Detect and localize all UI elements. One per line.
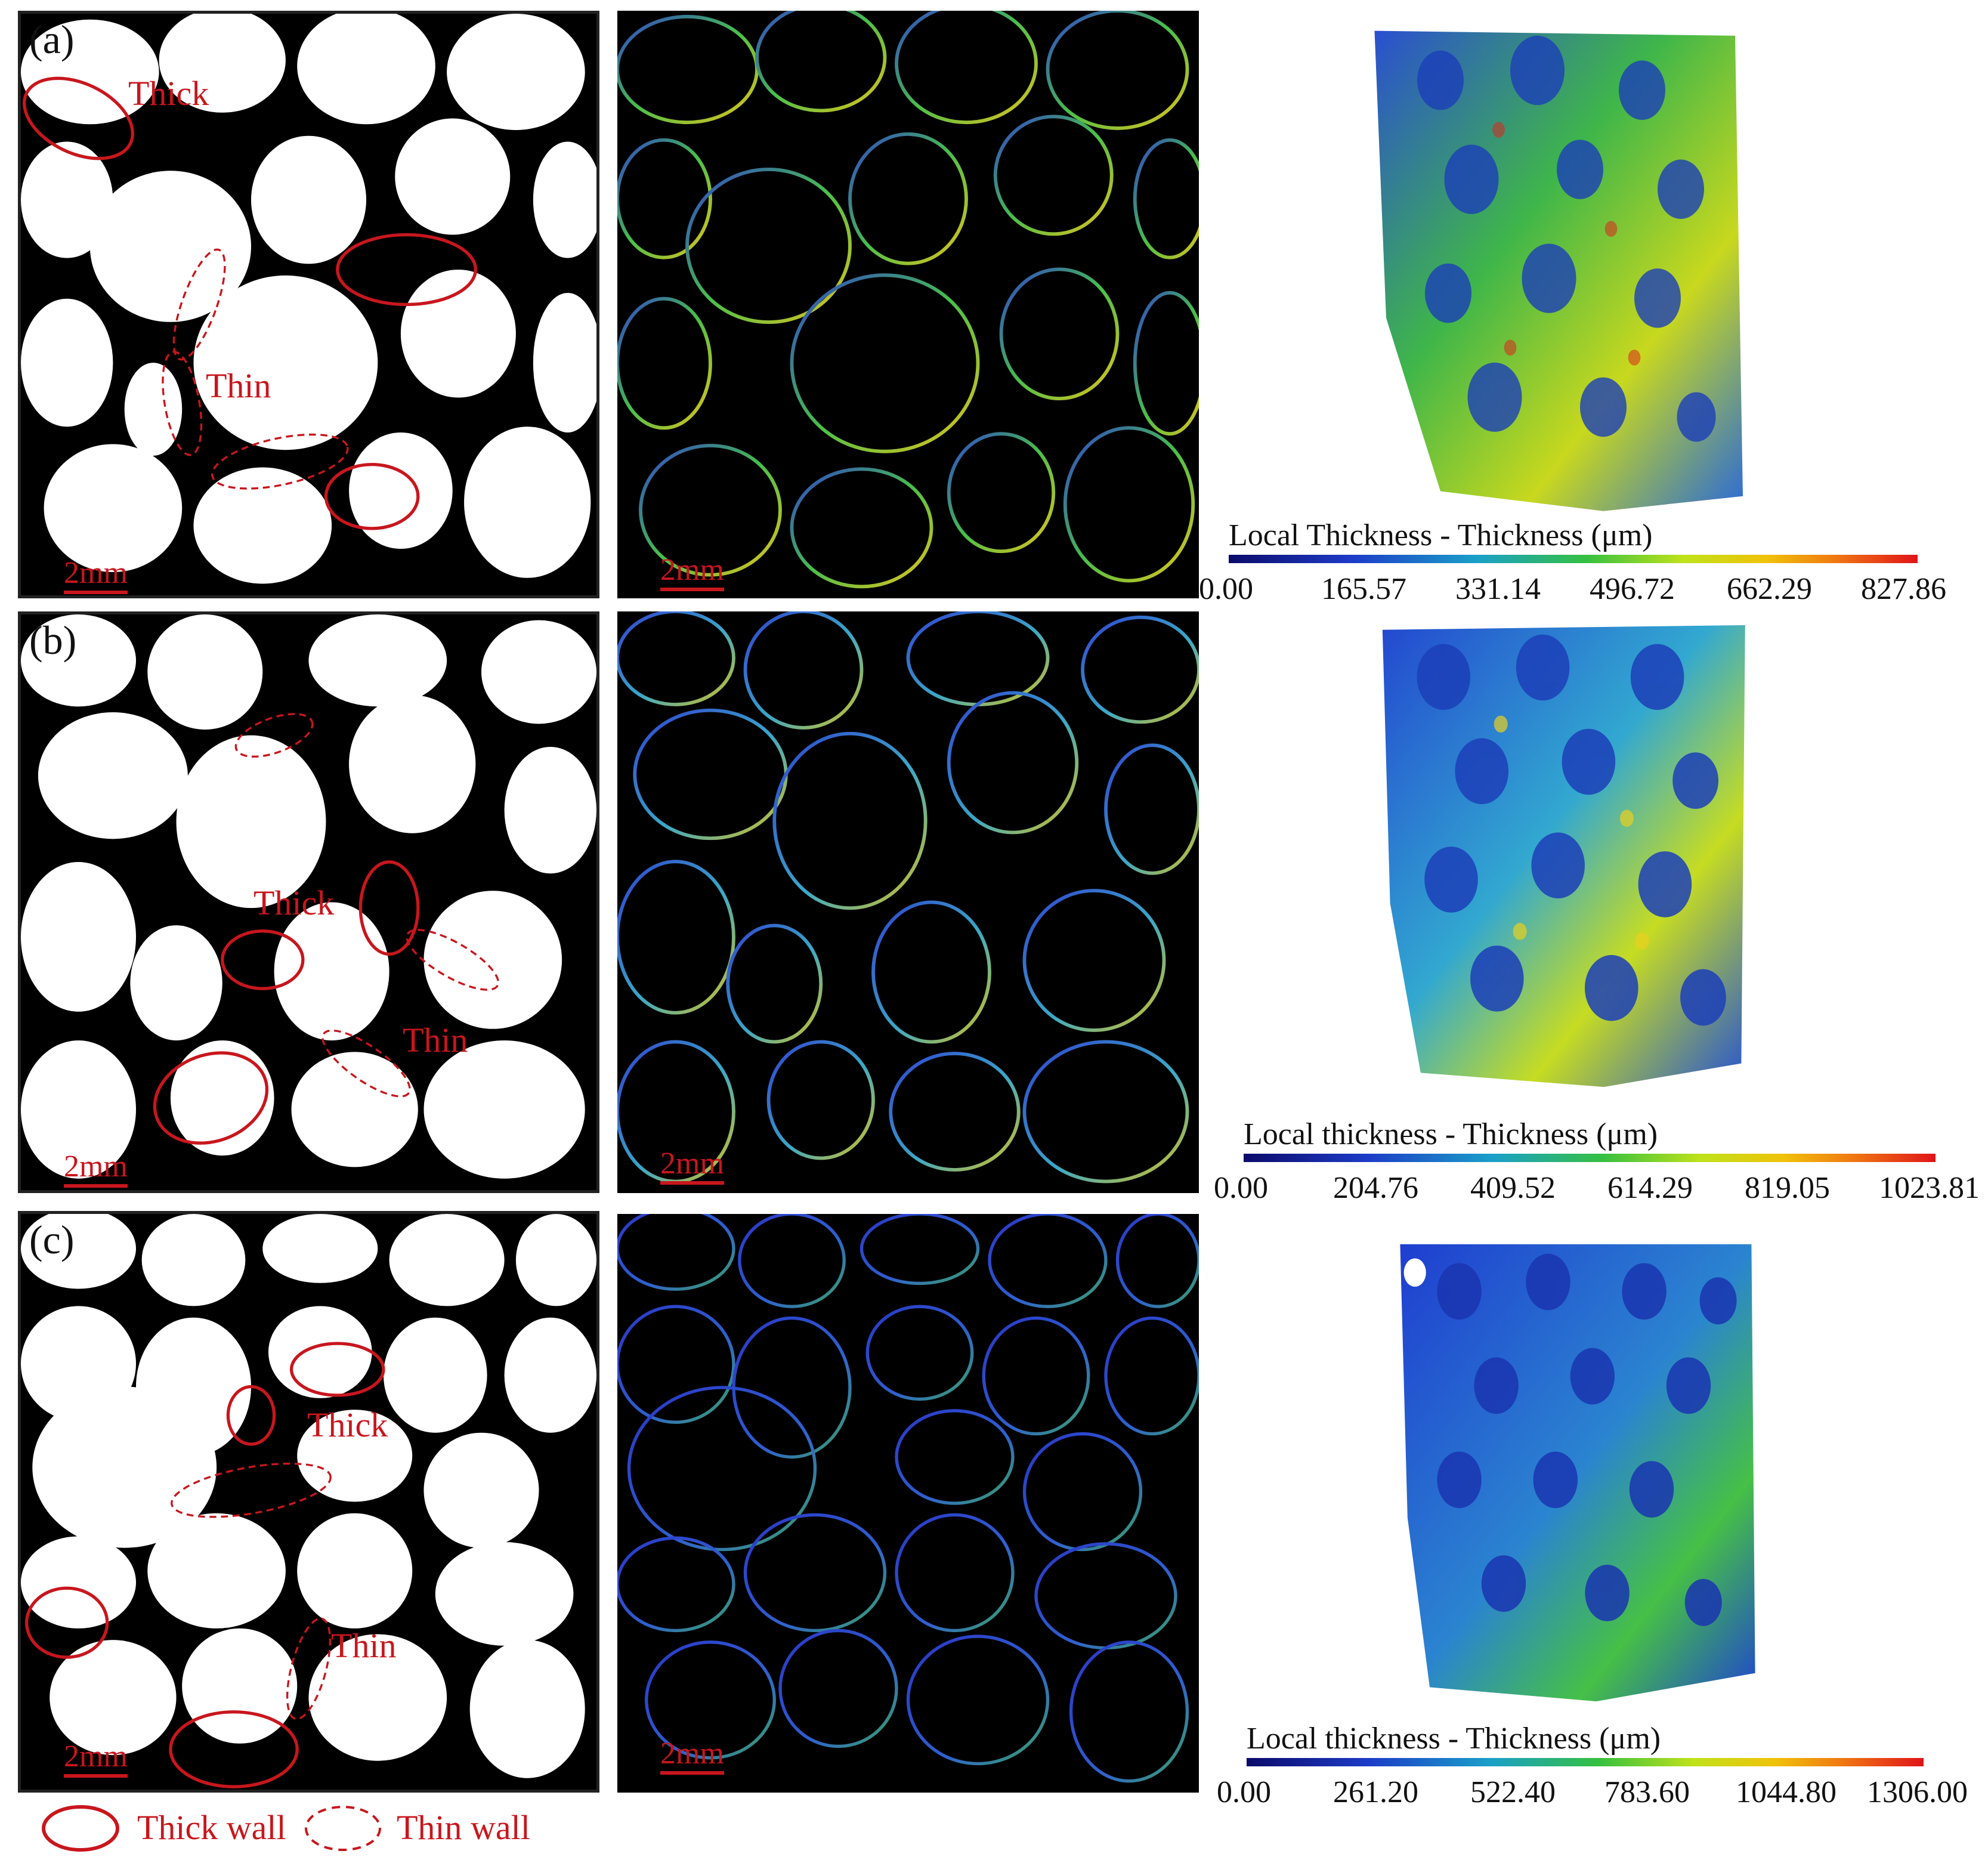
colorbar-tick-c: 0.00 — [1217, 1775, 1271, 1809]
foam-render-b — [1375, 620, 1757, 1092]
colorbar-tick-b: 819.05 — [1745, 1171, 1830, 1205]
scale-bar-c-left: 2mm — [64, 1739, 128, 1778]
colorbar-title-c: Local thickness - Thickness (μm) — [1247, 1722, 1661, 1756]
foam-render-c — [1393, 1235, 1763, 1706]
panel-label-a: (a) — [29, 17, 75, 62]
colorbar-title-b: Local thickness - Thickness (μm) — [1244, 1117, 1658, 1151]
colorbar-gradient-a — [1229, 555, 1918, 563]
colorbar-tick-a: 0.00 — [1199, 572, 1253, 606]
thickness-contours-c — [617, 1214, 1199, 1783]
thickness-contours-a — [617, 11, 1199, 589]
colorbar-tick-c: 261.20 — [1333, 1775, 1418, 1809]
binary-image-c: (c) Thick Thin 2mm — [18, 1211, 599, 1793]
thick-wall-legend-label: Thick wall — [137, 1808, 286, 1847]
colorbar-tick-a: 165.57 — [1321, 572, 1406, 606]
thin-annotation-c: Thin — [331, 1626, 397, 1665]
thickness-map-a: 2mm — [617, 11, 1199, 598]
thickness-map-b: 2mm — [617, 611, 1199, 1193]
binary-image-a: (a) Thick Thin 2mm — [18, 11, 599, 598]
foam-cells-b — [21, 614, 596, 1179]
scale-bar-a-left: 2mm — [64, 555, 128, 594]
colorbar-tick-b: 1023.81 — [1879, 1171, 1980, 1205]
colorbar-tick-b: 0.00 — [1214, 1171, 1268, 1205]
colorbar-tick-c: 1044.80 — [1736, 1775, 1836, 1809]
foam-cells-a — [21, 14, 596, 584]
binary-image-b: (b) Thick Thin 2mm — [18, 611, 599, 1193]
thick-annotation-a: Thick — [128, 74, 209, 113]
scale-bar-c-mid: 2mm — [660, 1736, 724, 1775]
colorbar-c: Local thickness - Thickness (μm) 0.00 26… — [1199, 1721, 1986, 1809]
colorbar-tick-a: 496.72 — [1590, 572, 1675, 606]
foam-cells-c — [21, 1214, 596, 1788]
thin-wall-legend-icon — [305, 1806, 381, 1851]
scale-bar-b-mid: 2mm — [660, 1146, 724, 1185]
colorbar-tick-b: 204.76 — [1333, 1171, 1418, 1205]
colorbar-tick-c: 522.40 — [1470, 1775, 1556, 1809]
thin-annotation-a: Thin — [206, 366, 271, 405]
colorbar-tick-c: 783.60 — [1604, 1775, 1690, 1809]
colorbar-tick-a: 662.29 — [1727, 572, 1812, 606]
colorbar-gradient-c — [1247, 1758, 1924, 1766]
thickness-map-c: 2mm — [617, 1214, 1199, 1793]
colorbar-a: Local Thickness - Thickness (μm) 0.00 16… — [1199, 518, 1974, 606]
colorbar-b: Local thickness - Thickness (μm) 0.00 20… — [1199, 1117, 1986, 1205]
thin-wall-legend-label: Thin wall — [397, 1808, 530, 1847]
thick-annotation-c: Thick — [307, 1405, 388, 1444]
colorbar-tick-a: 331.14 — [1455, 572, 1541, 606]
colorbar-title-a: Local Thickness - Thickness (μm) — [1229, 518, 1653, 552]
foam-render-a — [1363, 21, 1751, 516]
colorbar-gradient-b — [1244, 1154, 1936, 1162]
scale-bar-b-left: 2mm — [64, 1149, 128, 1188]
scale-bar-a-mid: 2mm — [660, 552, 724, 591]
colorbar-tick-b: 409.52 — [1470, 1171, 1556, 1205]
thin-annotation-b: Thin — [403, 1021, 468, 1059]
colorbar-tick-c: 1306.00 — [1867, 1775, 1968, 1809]
legend: Thick wall Thin wall — [36, 1802, 573, 1855]
thick-wall-legend-icon — [42, 1805, 119, 1852]
colorbar-tick-a: 827.86 — [1861, 572, 1946, 606]
panel-label-b: (b) — [29, 617, 77, 663]
thick-annotation-b: Thick — [253, 883, 335, 922]
thickness-contours-b — [617, 611, 1199, 1184]
panel-label-c: (c) — [29, 1217, 75, 1262]
colorbar-tick-b: 614.29 — [1607, 1171, 1693, 1205]
